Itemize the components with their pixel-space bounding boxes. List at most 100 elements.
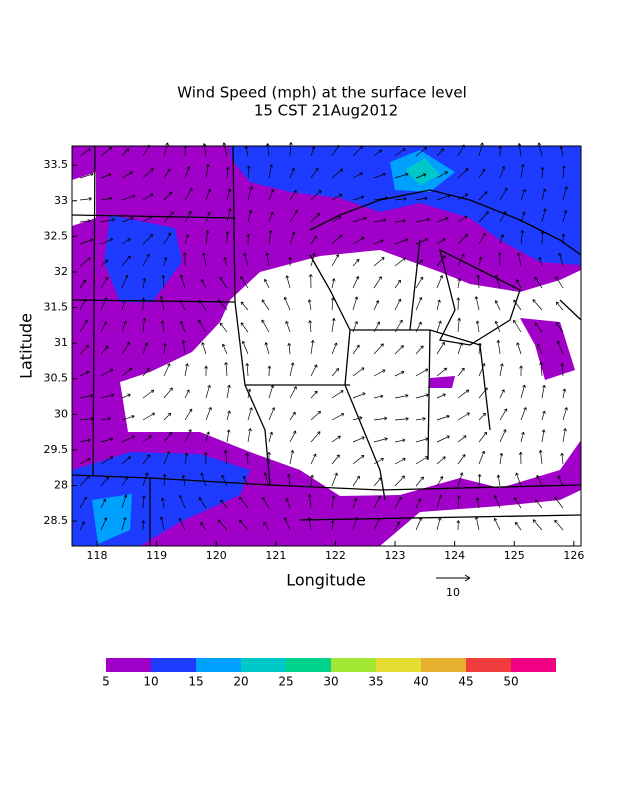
wind-vector [121, 238, 131, 245]
wind-vector [100, 345, 109, 355]
wind-vector [352, 416, 363, 421]
wind-vector [373, 437, 388, 443]
wind-vector [79, 521, 85, 531]
wind-vector [163, 450, 171, 465]
wind-vector [415, 296, 423, 311]
wind-vector [496, 339, 501, 355]
wind-vector [373, 369, 386, 377]
wind-vector [456, 495, 461, 509]
wind-vector [493, 517, 501, 531]
wind-vector [219, 322, 228, 333]
wind-vector [100, 296, 108, 311]
wind-vector [310, 431, 321, 443]
wind-vector [373, 172, 386, 179]
wind-vector [562, 165, 566, 179]
wind-vector [474, 516, 480, 531]
wind-vector [163, 191, 173, 201]
wind-vector [79, 394, 94, 399]
wind-vector [226, 384, 231, 399]
wind-vector [415, 437, 429, 443]
wind-vector [562, 388, 567, 399]
wind-vector [221, 474, 228, 487]
colorbar-swatch [286, 658, 331, 672]
colorbar-label: 45 [458, 675, 473, 689]
wind-vector [373, 196, 389, 201]
wind-vector [394, 319, 403, 333]
wind-vector [247, 388, 252, 399]
wind-vector [352, 216, 367, 223]
wind-vector [202, 252, 207, 267]
wind-vector [513, 319, 522, 333]
wind-vector [242, 475, 249, 487]
wind-vector [496, 474, 501, 487]
wind-vector [163, 387, 173, 399]
wind-vector [476, 274, 481, 289]
wind-vector [142, 317, 147, 333]
wind-vector [331, 390, 344, 399]
wind-vector [224, 362, 228, 377]
wind-vector [200, 278, 207, 289]
wind-vector [555, 301, 564, 311]
wind-vector [247, 428, 252, 443]
field-region [230, 146, 581, 265]
wind-vector [478, 450, 486, 465]
y-tick-label: 33.5 [44, 158, 69, 171]
colorbar-label: 5 [102, 675, 110, 689]
wind-vector [310, 146, 316, 157]
wind-vector [268, 188, 275, 201]
wind-vector [268, 211, 274, 223]
wind-vector [415, 196, 428, 201]
wind-vector [100, 476, 110, 487]
wind-vector [394, 475, 405, 487]
wind-vector [352, 436, 365, 443]
wind-vector [198, 497, 207, 509]
wind-vector [520, 164, 525, 179]
colorbar-swatch [196, 658, 241, 672]
wind-vector [198, 319, 207, 333]
wind-vector [457, 168, 469, 179]
wind-vector [352, 296, 359, 311]
wind-vector [534, 276, 543, 289]
wind-vector [142, 168, 154, 179]
wind-vector [268, 407, 276, 421]
wind-vector [268, 230, 273, 245]
wind-vector [457, 253, 465, 267]
wind-vector [515, 279, 522, 289]
wind-vector [205, 431, 210, 443]
wind-vector [100, 517, 108, 531]
colorbar-swatch [376, 658, 421, 672]
wind-vector [243, 252, 249, 267]
wind-vector [121, 299, 126, 311]
wind-vector [310, 474, 314, 487]
wind-vector [537, 142, 543, 157]
wind-vector [205, 164, 210, 179]
y-tick-label: 32 [54, 265, 68, 278]
wind-vector [163, 142, 169, 157]
wind-vector [499, 187, 508, 201]
wind-vector [226, 429, 231, 443]
wind-vector [142, 253, 150, 267]
wind-vector [200, 522, 207, 531]
wind-vector [394, 496, 402, 509]
wind-vector [247, 209, 253, 223]
wind-vector [352, 367, 365, 377]
wind-vector [244, 145, 249, 157]
wind-vector [163, 431, 173, 443]
wind-vector [285, 275, 291, 289]
colorbar-label: 15 [188, 675, 203, 689]
wind-vector [310, 235, 317, 245]
wind-vector [221, 343, 228, 355]
wind-vector [555, 322, 564, 333]
wind-vector [217, 519, 228, 531]
wind-vector [184, 452, 189, 465]
wind-vector [240, 322, 249, 333]
wind-vector [561, 233, 566, 245]
y-tick-label: 32.5 [44, 229, 69, 242]
wind-vector [100, 173, 112, 179]
wind-vector [100, 276, 109, 289]
wind-vector [436, 194, 451, 201]
map-title: Wind Speed (mph) at the surface level [177, 84, 466, 102]
wind-vector [307, 516, 312, 531]
x-tick-label: 125 [504, 549, 525, 562]
wind-vector [79, 438, 91, 443]
